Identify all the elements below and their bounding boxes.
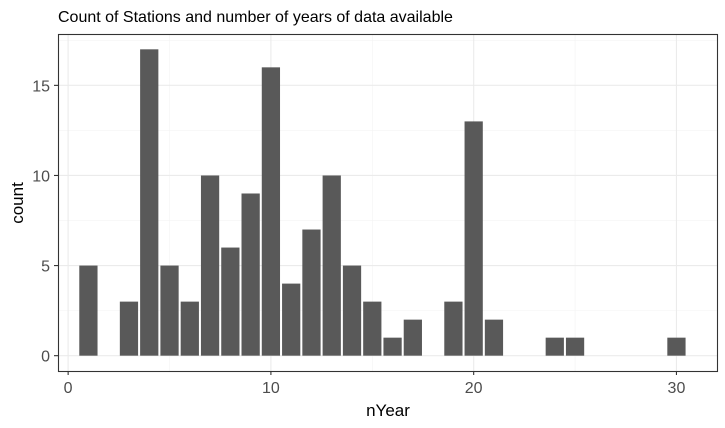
bar (444, 301, 463, 356)
bar (342, 265, 362, 356)
bar (545, 337, 564, 356)
y-tick-label: 15 (32, 78, 50, 95)
x-tick-label: 0 (64, 380, 73, 397)
bar (383, 337, 402, 356)
bar (363, 301, 382, 356)
bar (282, 283, 301, 356)
y-tick-label: 0 (41, 349, 50, 366)
x-tick-label: 10 (262, 380, 280, 397)
bar (119, 301, 139, 356)
bar (160, 265, 179, 356)
x-axis-ticks: 0 10 20 30 (64, 371, 686, 397)
x-axis-title: nYear (366, 401, 410, 420)
bar (484, 319, 504, 356)
y-axis-ticks: 0 5 10 15 (32, 78, 58, 366)
bar (241, 193, 260, 356)
bar (140, 49, 159, 356)
y-axis-title: count (8, 182, 27, 224)
y-tick-label: 10 (32, 168, 50, 185)
bar (261, 67, 281, 356)
x-tick-label: 20 (465, 380, 483, 397)
bar (322, 175, 341, 356)
bar (667, 337, 686, 356)
bar (403, 319, 422, 356)
bar (302, 229, 321, 356)
y-tick-label: 5 (41, 259, 50, 276)
x-tick-label: 30 (668, 380, 686, 397)
bar (79, 265, 98, 356)
bar (464, 121, 483, 356)
chart-title: Count of Stations and number of years of… (58, 9, 453, 26)
bar (221, 247, 240, 356)
bar (565, 337, 585, 356)
bar (200, 175, 220, 356)
panel-border (57, 33, 719, 373)
bars (79, 49, 686, 356)
bar (180, 301, 199, 356)
